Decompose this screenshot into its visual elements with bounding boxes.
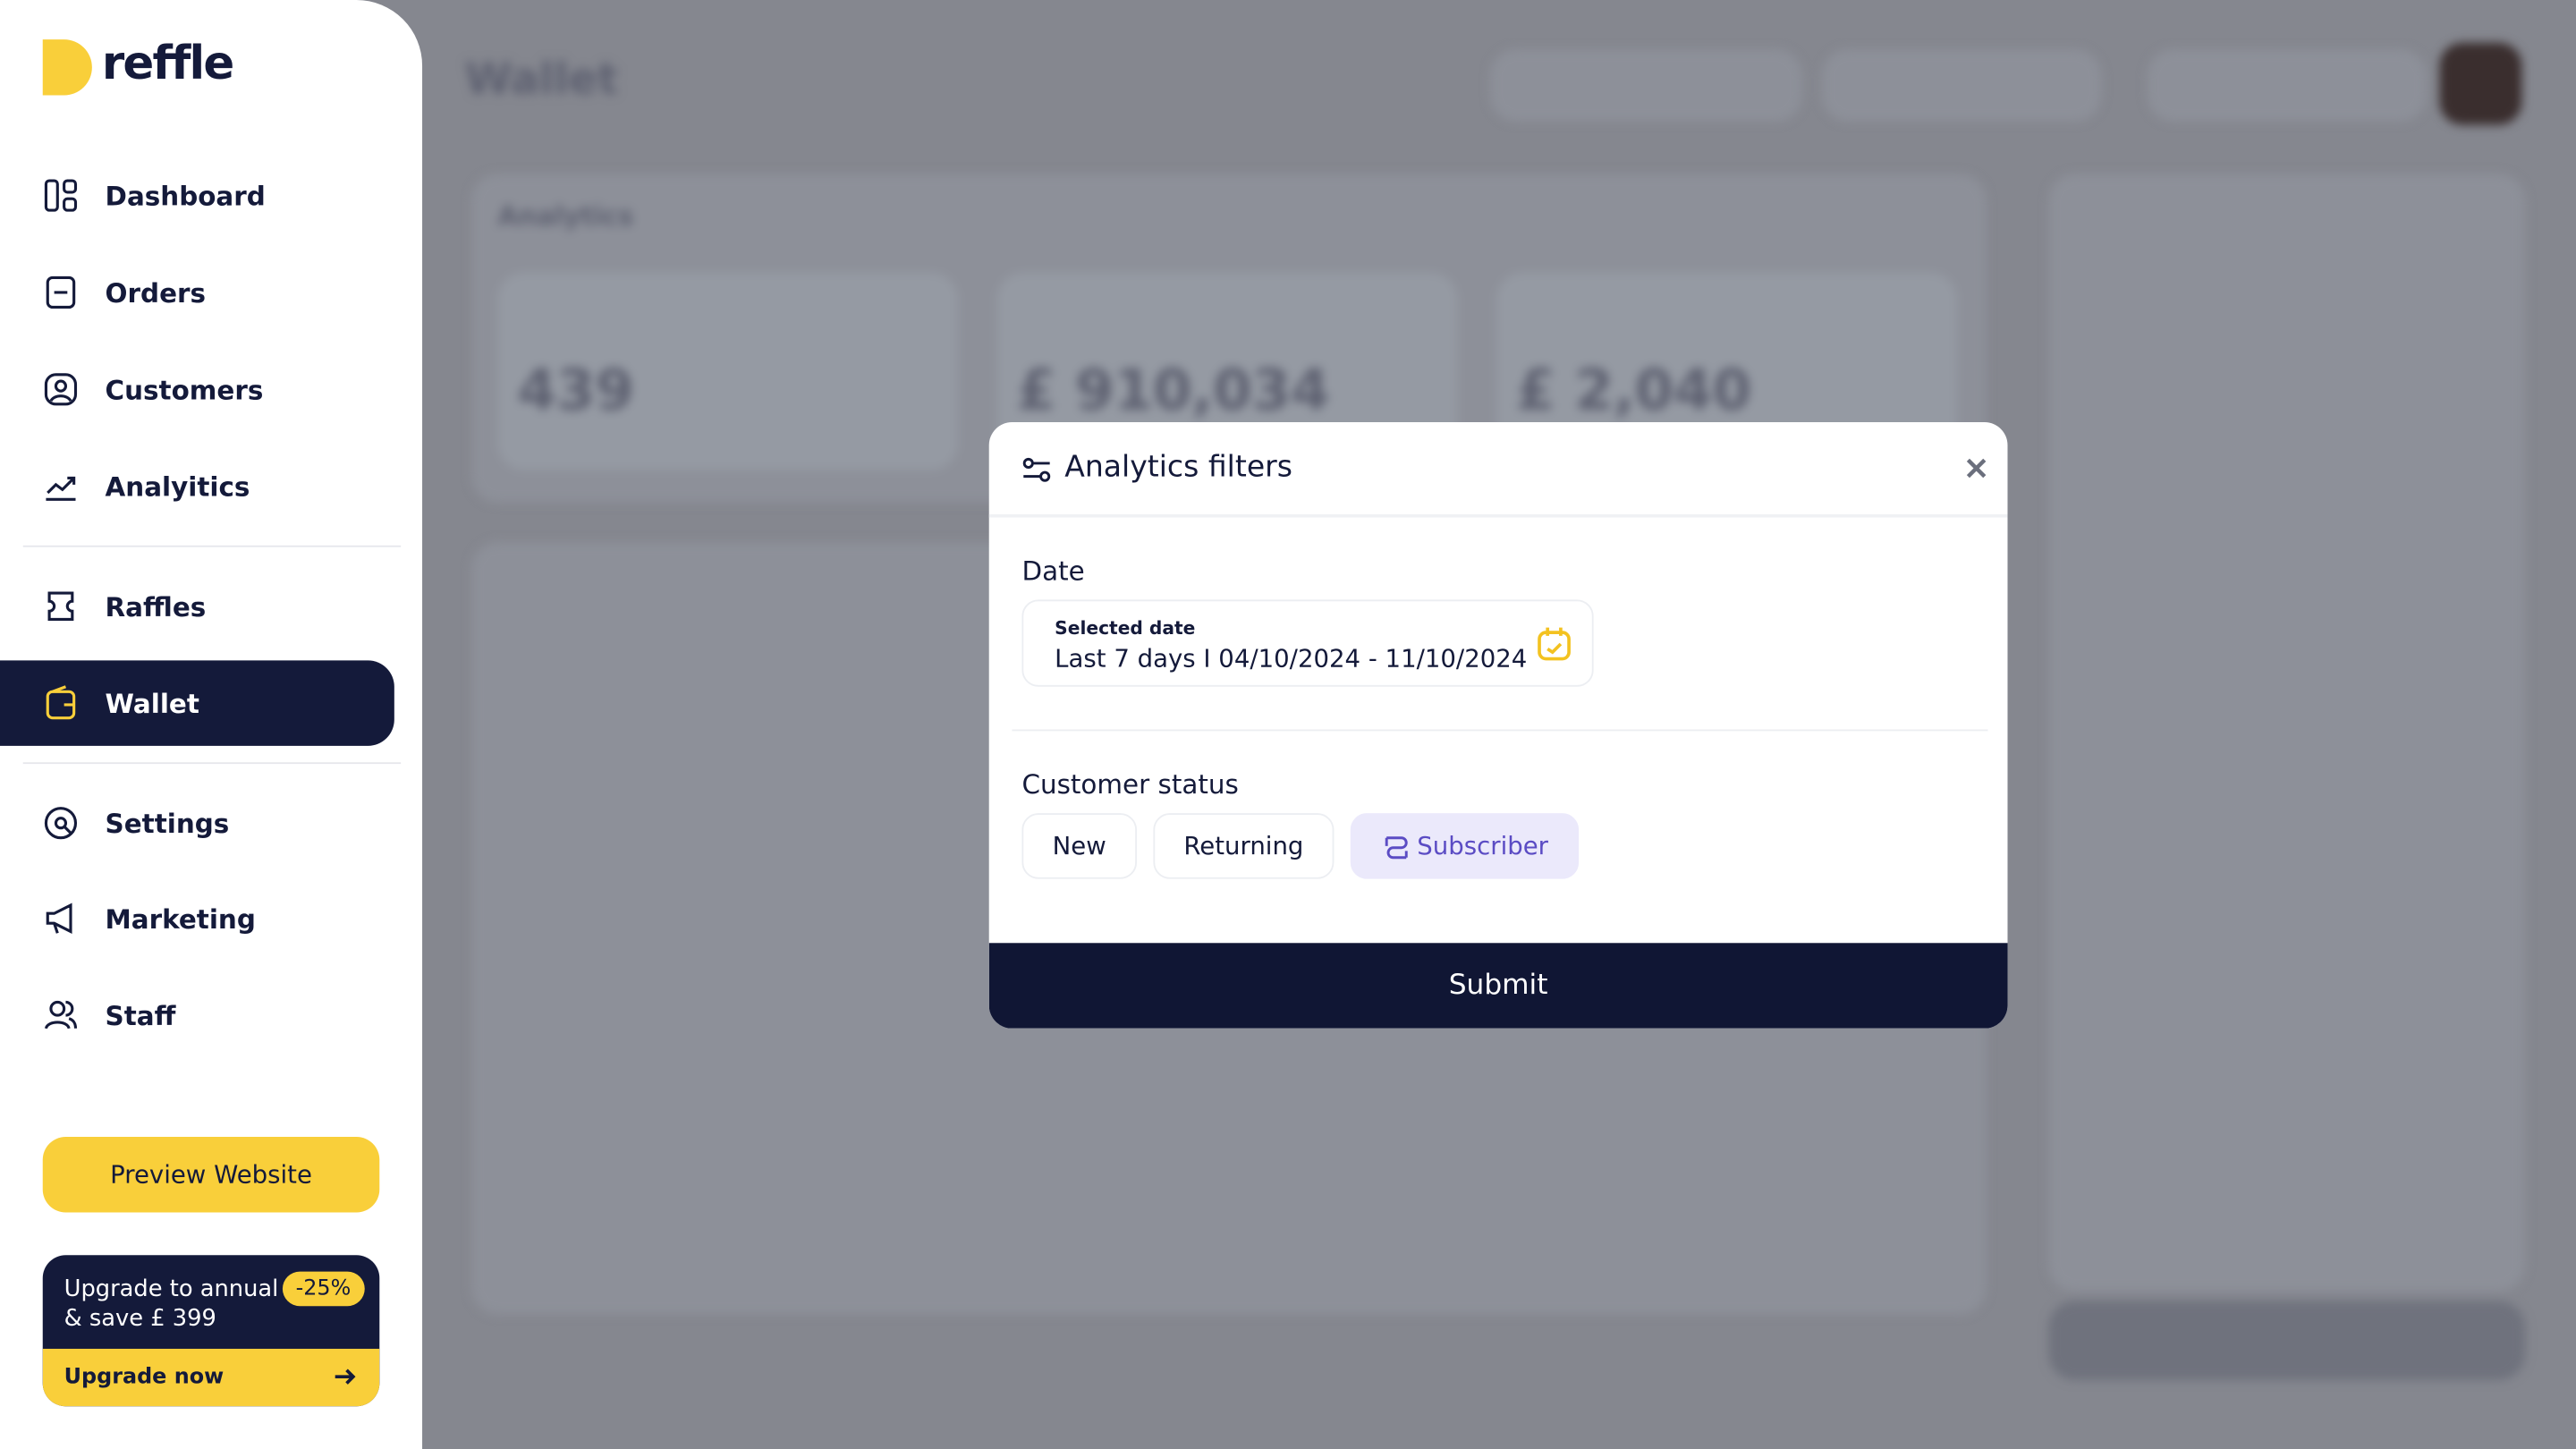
divider xyxy=(22,545,402,547)
subscriber-icon xyxy=(1385,836,1408,860)
nav-icon xyxy=(44,1000,78,1030)
nav-icon xyxy=(46,275,76,309)
stat: £ 2,040 xyxy=(1516,358,1752,424)
nav-item[interactable]: Analyitics xyxy=(0,444,394,530)
nav-item[interactable]: Dashboard xyxy=(0,153,394,239)
section-title: Analytics xyxy=(497,200,634,232)
nav-label: Settings xyxy=(105,807,230,839)
nav-label: Orders xyxy=(105,276,206,309)
nav-label: Dashboard xyxy=(105,180,266,212)
nav-icon xyxy=(44,179,78,212)
sidebar: reffle Dashboard Orders Customers Analyitic… xyxy=(0,0,423,1449)
nav-icon xyxy=(46,902,72,934)
divider xyxy=(22,762,402,765)
save-button xyxy=(2048,1301,2526,1380)
nav-item[interactable]: Raffles xyxy=(0,564,394,649)
status-chip[interactable]: Returning xyxy=(1153,813,1335,879)
logo-mark xyxy=(42,39,92,96)
transfer-button xyxy=(1821,49,2102,122)
nav-icon xyxy=(46,685,76,720)
nav-label: Customers xyxy=(105,373,264,405)
date-field-label: Selected date xyxy=(1055,617,1196,640)
header-divider xyxy=(988,513,2008,518)
upgrade-bar[interactable]: Upgrade now xyxy=(42,1348,380,1407)
page-title: Wallet xyxy=(464,55,618,106)
section-divider xyxy=(1012,729,1988,732)
nav-icon xyxy=(46,476,76,501)
nav-label: Raffles xyxy=(105,590,207,623)
icons-bar xyxy=(2147,49,2427,122)
stat: £ 910,034 xyxy=(1016,358,1330,424)
upgrade-card: Upgrade to annual & save £ 399 -25% Upgr… xyxy=(42,1255,380,1407)
status-chip[interactable]: New xyxy=(1021,813,1138,879)
upgrade-subtitle: & save £ 399 xyxy=(64,1306,216,1333)
stat: 439 xyxy=(517,358,634,424)
status-chip-selected[interactable]: Subscriber xyxy=(1350,813,1580,879)
submit-button[interactable]: Submit xyxy=(988,943,2008,1029)
preview-button[interactable]: Preview Website xyxy=(42,1137,380,1213)
arrow-icon xyxy=(335,1368,356,1385)
reward-button xyxy=(1489,49,1802,122)
modal-title: Analytics filters xyxy=(1064,450,1292,485)
filters-modal: Analytics filters Date Selected date Las… xyxy=(988,422,2008,1029)
logo: reffle xyxy=(101,36,234,91)
nav-label: Staff xyxy=(105,999,176,1031)
upgrade-title: Upgrade to annual xyxy=(64,1276,279,1303)
nav-icon xyxy=(44,807,78,840)
close-button[interactable] xyxy=(1965,457,1988,480)
nav-item[interactable]: Orders xyxy=(0,250,394,335)
discount-badge: -25% xyxy=(282,1271,365,1307)
date-label: Date xyxy=(1021,555,1085,587)
nav-label: Analyitics xyxy=(105,470,250,503)
status-label: Customer status xyxy=(1021,768,1239,801)
nav-item[interactable]: Customers xyxy=(0,347,394,433)
nav-label: Wallet xyxy=(105,687,199,719)
date-value: Last 7 days I 04/10/2024 - 11/10/2024 xyxy=(1055,644,1528,674)
nav-icon xyxy=(44,373,78,406)
nav-item[interactable]: Staff xyxy=(0,972,394,1058)
settings-panel xyxy=(2048,174,2526,1292)
chip-text: Subscriber xyxy=(1417,831,1549,861)
filter-icon xyxy=(1022,457,1051,482)
calendar-icon xyxy=(1538,627,1571,661)
date-field[interactable]: Selected date Last 7 days I 04/10/2024 -… xyxy=(1021,599,1594,687)
nav-icon xyxy=(47,591,74,622)
nav-label: Marketing xyxy=(105,902,256,935)
nav-item[interactable]: Settings xyxy=(0,780,394,866)
nav-item[interactable]: Wallet xyxy=(0,660,394,746)
stat-card: 439 xyxy=(497,272,958,470)
avatar xyxy=(2439,42,2522,125)
upgrade-action: Upgrade now xyxy=(64,1365,225,1390)
nav-item[interactable]: Marketing xyxy=(0,876,394,962)
